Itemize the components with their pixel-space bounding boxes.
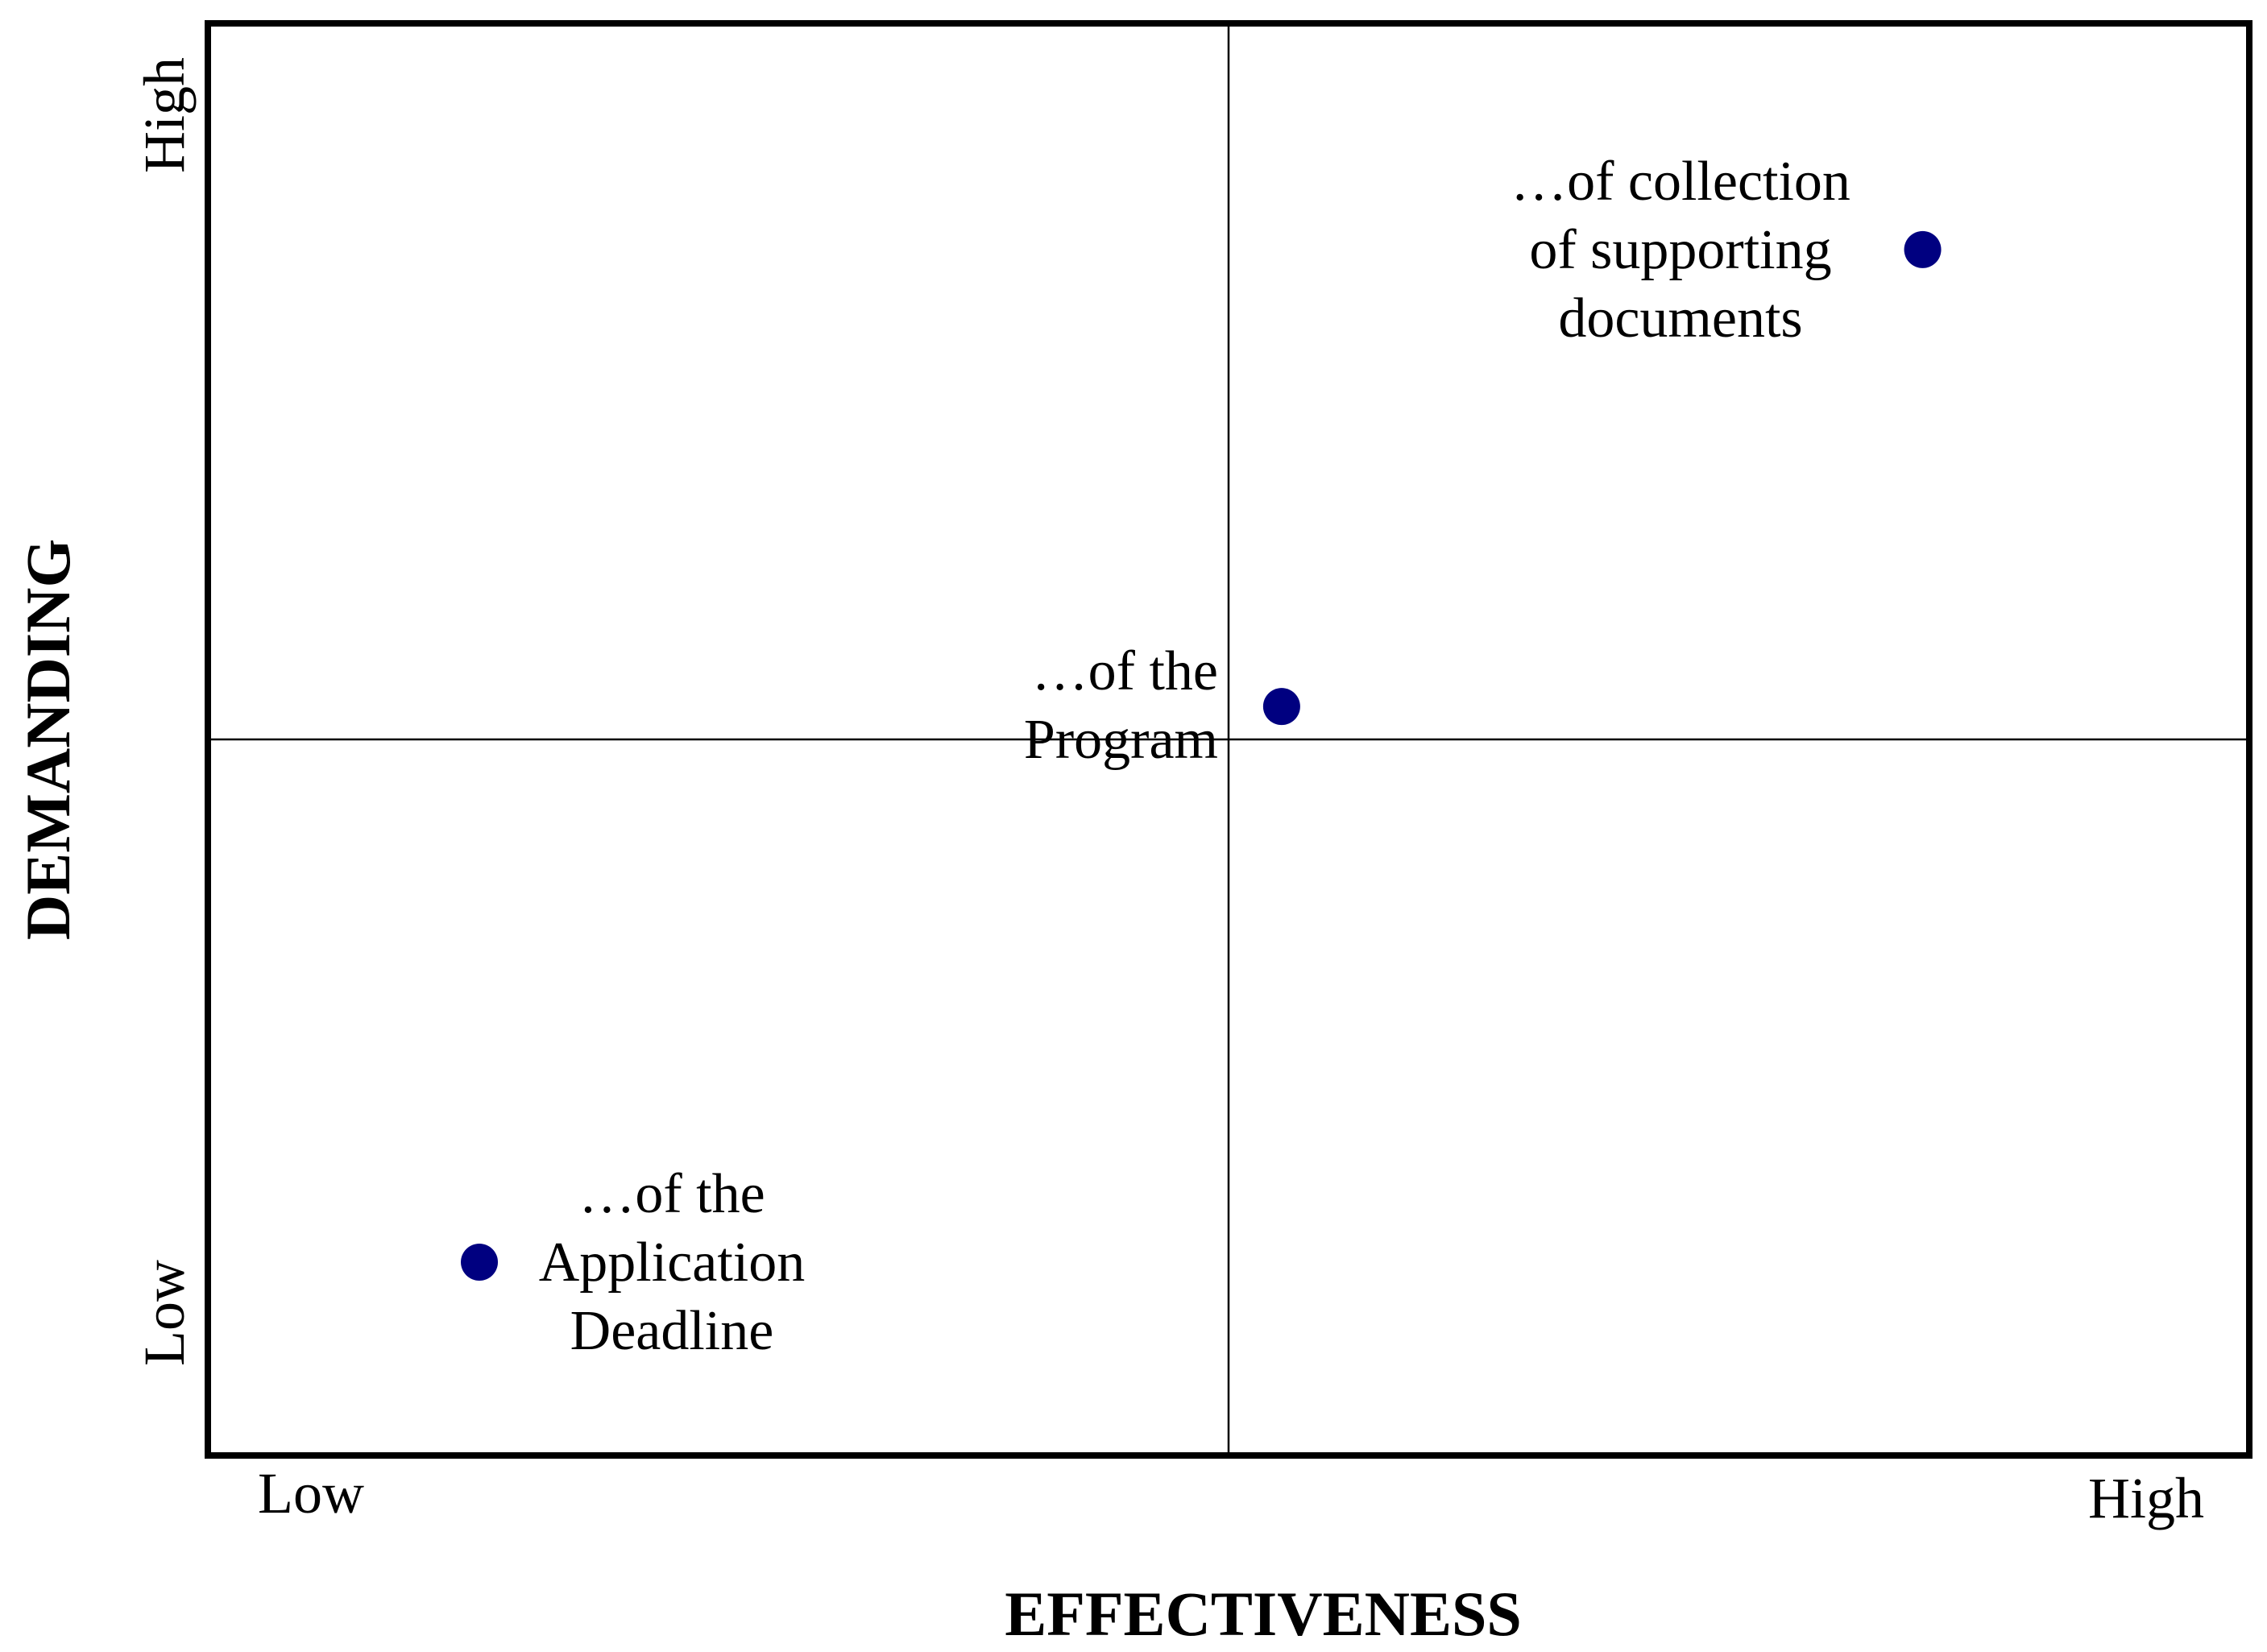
x-axis-low-label: Low (258, 1461, 364, 1526)
point-label-1-line-3: Deadline (570, 1300, 774, 1362)
point-label-2-line-2: Program (1024, 709, 1218, 771)
point-label-2-line-1: …of the (1032, 640, 1218, 702)
x-axis-high-label: High (2088, 1466, 2204, 1530)
point-label-3-line-3: documents (1558, 288, 1802, 350)
x-axis-title: EFFECTIVENESS (1005, 1579, 1522, 1648)
y-axis-title: DEMANDING (13, 539, 83, 940)
y-axis-high-label: High (132, 57, 197, 173)
data-point-3 (1904, 230, 1942, 268)
point-label-3: …of collection of supporting documents (1511, 151, 1850, 350)
point-label-1: …of the Application Deadline (539, 1163, 805, 1362)
point-label-2: …of the Program (1024, 640, 1218, 771)
point-label-3-line-2: of supporting (1529, 219, 1831, 281)
data-points-layer (461, 230, 1942, 1281)
point-label-1-line-1: …of the (578, 1163, 765, 1225)
point-labels-layer: …of the Application Deadline …of the Program… (539, 151, 1850, 1362)
point-label-3-line-1: …of collection (1511, 151, 1850, 213)
data-point-2 (1262, 688, 1300, 726)
data-point-1 (461, 1243, 499, 1281)
y-axis-low-label: Low (132, 1260, 197, 1366)
point-label-1-line-2: Application (539, 1232, 805, 1294)
